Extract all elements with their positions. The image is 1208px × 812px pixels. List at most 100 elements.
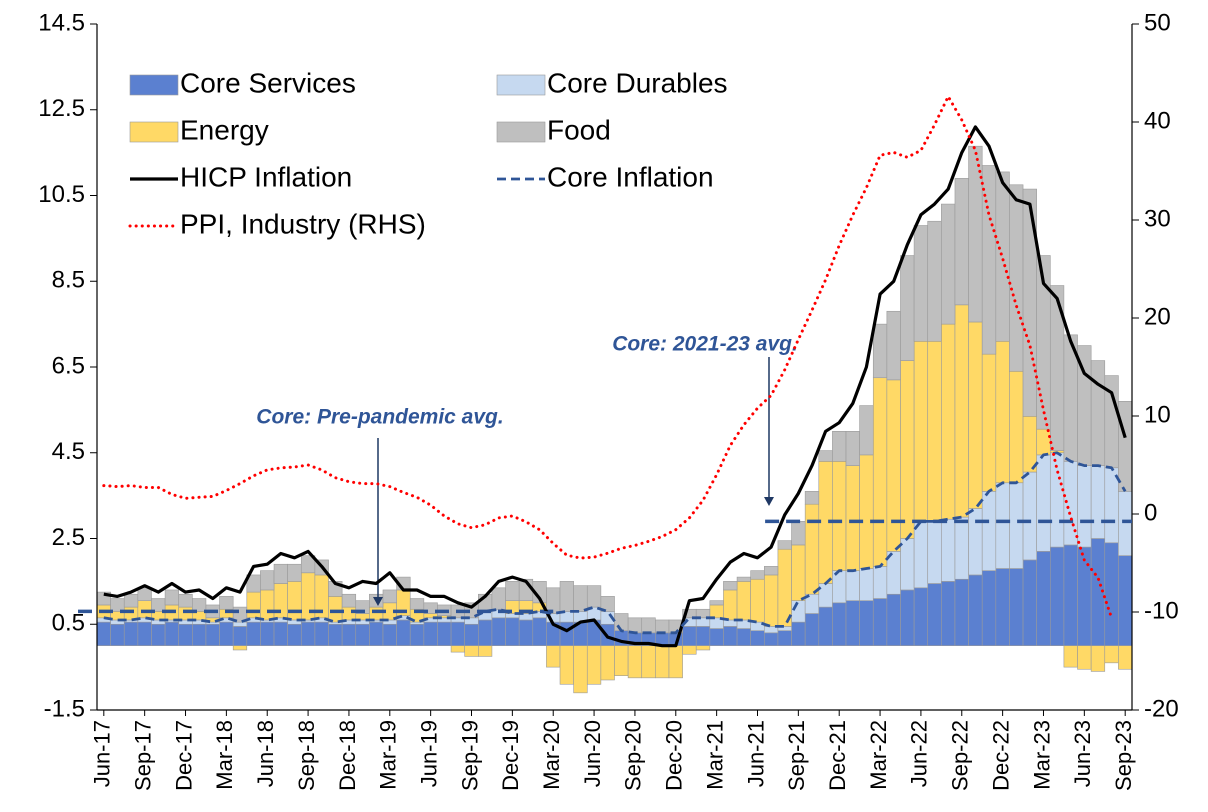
bar xyxy=(804,491,820,505)
bar xyxy=(478,645,493,657)
bar xyxy=(328,596,343,623)
bar xyxy=(464,623,479,646)
legend-label: HICP Inflation xyxy=(180,161,352,192)
bar xyxy=(832,461,847,571)
bar xyxy=(723,589,738,621)
legend-label: Core Inflation xyxy=(547,161,714,192)
bar xyxy=(518,619,534,646)
x-tick-label: Mar-23 xyxy=(1029,720,1054,790)
bar xyxy=(995,482,1010,569)
bar xyxy=(709,604,724,619)
x-tick-label: Mar-22 xyxy=(866,720,891,790)
bar xyxy=(341,606,357,621)
bar xyxy=(260,589,275,621)
bar xyxy=(505,617,520,646)
legend-label: Core Durables xyxy=(547,67,728,98)
bar xyxy=(151,598,166,612)
y2-tick-label: 20 xyxy=(1144,303,1171,330)
bar xyxy=(369,621,384,646)
bar xyxy=(750,578,765,623)
bar xyxy=(641,617,656,634)
bar xyxy=(232,621,248,627)
legend-label: Food xyxy=(547,114,611,145)
bar xyxy=(954,516,969,580)
bar xyxy=(900,538,915,591)
bar xyxy=(246,591,261,619)
bar xyxy=(205,623,220,646)
bar xyxy=(1009,370,1024,484)
legend-label: Core Services xyxy=(180,67,356,98)
bar xyxy=(859,568,874,601)
bar xyxy=(246,621,261,646)
bar xyxy=(886,310,901,381)
bar xyxy=(1077,546,1092,646)
bar xyxy=(600,645,615,681)
bar xyxy=(1049,546,1065,646)
bar xyxy=(546,645,561,668)
bar xyxy=(736,576,751,582)
bar xyxy=(913,587,929,646)
y-tick-label: 12.5 xyxy=(38,95,85,122)
bar xyxy=(900,589,915,646)
bar xyxy=(1104,645,1119,664)
y-tick-label: 6.5 xyxy=(52,352,85,379)
bar xyxy=(491,617,506,646)
bar xyxy=(369,606,384,621)
bar xyxy=(586,645,602,685)
bar xyxy=(328,623,343,646)
bar xyxy=(750,630,765,646)
annotation: Core: 2021-23 avg. xyxy=(612,333,798,356)
bar xyxy=(232,645,248,651)
bar xyxy=(832,602,847,646)
x-tick-label: Sep-21 xyxy=(784,720,809,791)
bar xyxy=(1118,555,1133,646)
bar xyxy=(777,540,792,550)
bar xyxy=(1104,467,1119,544)
bar xyxy=(137,621,152,646)
bar xyxy=(791,521,806,546)
bar xyxy=(927,220,942,342)
y2-tick-label: 40 xyxy=(1144,107,1171,134)
x-tick-label: Jun-23 xyxy=(1070,720,1095,787)
bar xyxy=(1009,482,1024,569)
bar xyxy=(668,645,683,679)
x-tick-label: Sep-20 xyxy=(621,720,646,791)
y-tick-label: 2.5 xyxy=(52,524,85,551)
bar xyxy=(750,570,765,580)
bar xyxy=(941,581,956,646)
bar xyxy=(260,570,275,591)
bar xyxy=(192,598,207,612)
bar xyxy=(1077,645,1092,670)
bar xyxy=(532,617,547,646)
x-tick-label: Dec-20 xyxy=(662,720,687,791)
bar xyxy=(110,598,125,612)
bar xyxy=(396,619,411,646)
bar xyxy=(355,623,370,646)
bar xyxy=(1009,184,1024,372)
bar xyxy=(954,578,969,646)
bar xyxy=(736,628,751,646)
legend-swatch xyxy=(129,121,179,143)
bar xyxy=(818,606,833,646)
bar xyxy=(287,581,302,621)
bar xyxy=(764,574,779,627)
x-tick-label: Dec-22 xyxy=(988,720,1013,791)
bar xyxy=(219,596,234,610)
line-series xyxy=(103,125,1127,648)
bar xyxy=(695,608,711,619)
bar xyxy=(573,645,588,694)
bar xyxy=(1036,428,1051,456)
bar xyxy=(450,645,465,653)
bar xyxy=(478,619,493,646)
bar xyxy=(137,587,152,601)
legend-swatch xyxy=(496,74,546,96)
y-tick-label: 8.5 xyxy=(52,267,85,294)
bar xyxy=(1063,645,1078,668)
bar xyxy=(764,632,779,646)
bar xyxy=(872,323,888,379)
bar xyxy=(941,323,956,520)
bar xyxy=(178,593,193,608)
bar xyxy=(559,621,574,646)
bar xyxy=(164,589,180,606)
bar xyxy=(627,617,643,634)
